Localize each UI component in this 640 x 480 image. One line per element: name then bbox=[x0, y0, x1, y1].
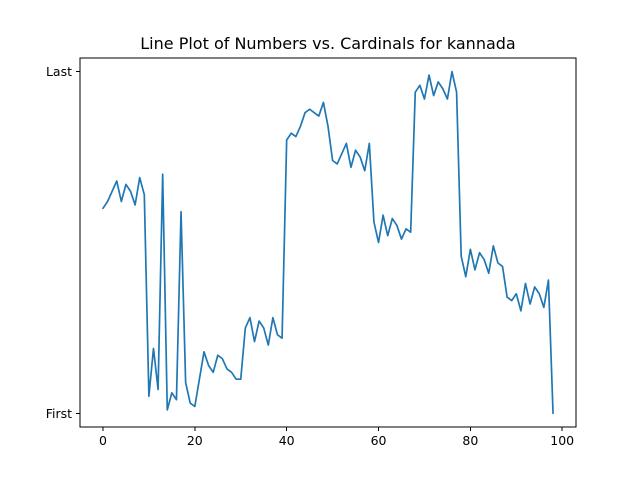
x-tick-label: 0 bbox=[99, 433, 107, 448]
y-tick-label: Last bbox=[46, 64, 72, 79]
series-line bbox=[102, 70, 554, 415]
y-tick-label: First bbox=[46, 406, 72, 421]
x-tick-label: 40 bbox=[279, 433, 295, 448]
x-tick-label: 60 bbox=[371, 433, 387, 448]
x-axis: 0 20 40 60 80 100 bbox=[99, 427, 574, 448]
y-axis: First Last bbox=[46, 64, 80, 421]
plot-frame bbox=[79, 57, 577, 428]
x-tick-label: 100 bbox=[550, 433, 574, 448]
x-tick-label: 80 bbox=[462, 433, 478, 448]
x-tick-label: 20 bbox=[187, 433, 203, 448]
chart-title: Line Plot of Numbers vs. Cardinals for k… bbox=[140, 34, 515, 53]
plot-content bbox=[102, 70, 554, 415]
